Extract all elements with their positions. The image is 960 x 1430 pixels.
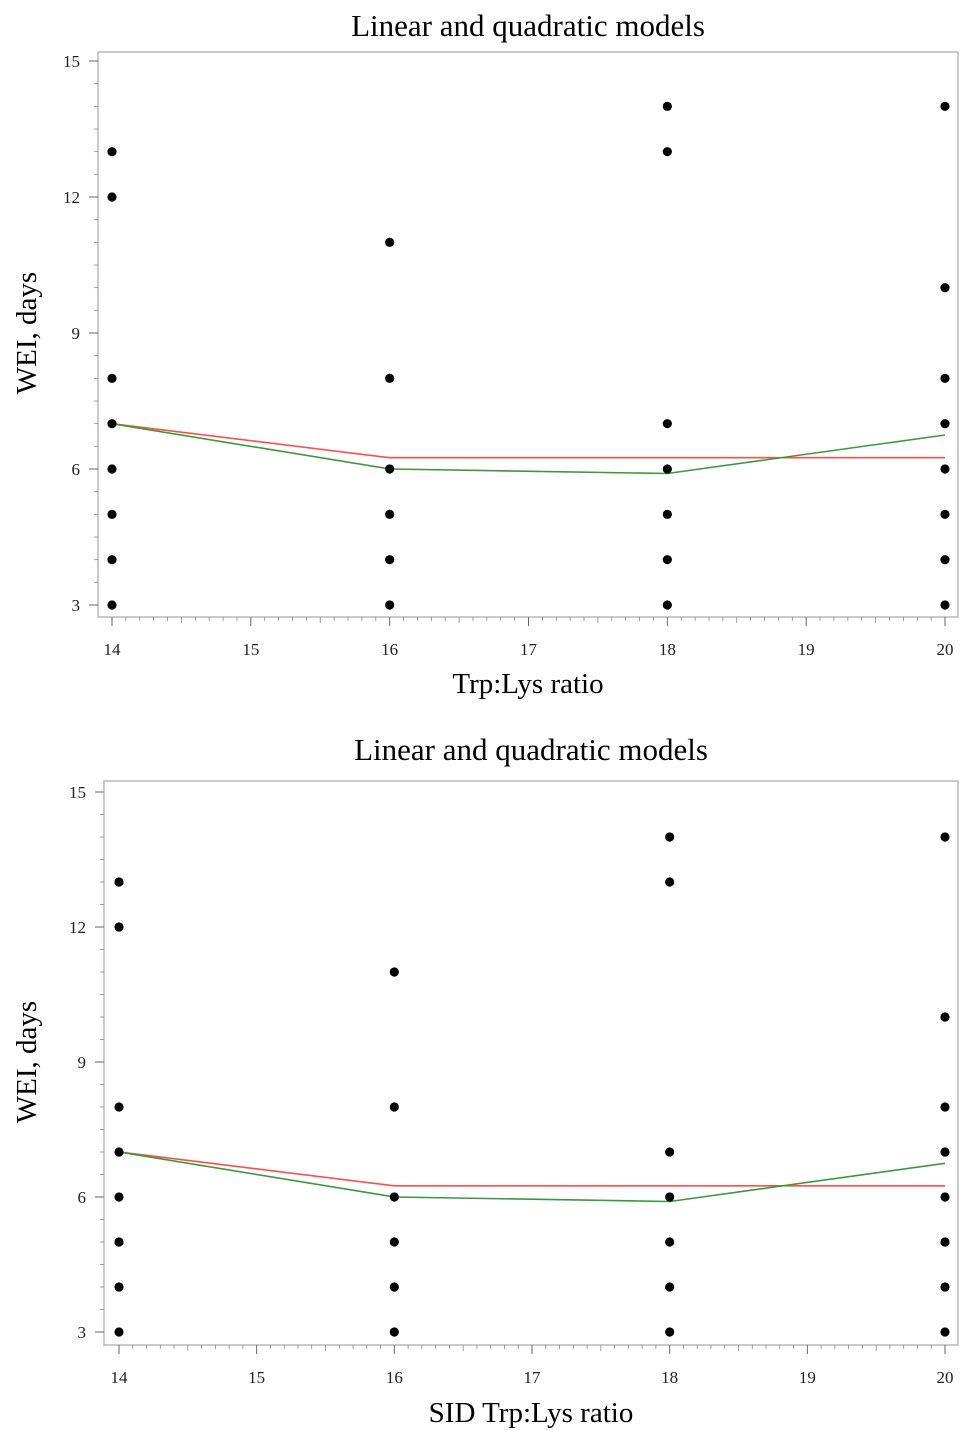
data-point [940, 1237, 950, 1247]
y-tick-label: 3 [72, 596, 81, 615]
data-point [114, 1282, 124, 1292]
data-point [114, 1192, 124, 1202]
y-tick-label: 15 [69, 783, 86, 802]
data-point [940, 1282, 950, 1292]
data-point [662, 419, 672, 429]
data-point [940, 1102, 950, 1112]
x-tick-label: 20 [937, 640, 954, 659]
data-point [389, 1102, 399, 1112]
chart-panel-top: Linear and quadratic models Trp:Lys rati… [11, 8, 959, 700]
quadratic-model-line [111, 422, 946, 475]
data-point [385, 373, 395, 383]
data-point [385, 237, 395, 247]
data-point [385, 555, 395, 565]
x-tick-label: 17 [524, 1368, 542, 1387]
data-point [114, 1237, 124, 1247]
x-tick-label: 19 [798, 640, 815, 659]
data-point [940, 1012, 950, 1022]
x-tick-label: 14 [104, 640, 122, 659]
data-point [389, 1282, 399, 1292]
data-point [940, 555, 950, 565]
y-tick-label: 3 [78, 1323, 87, 1342]
data-point [665, 1192, 675, 1202]
data-point [114, 1102, 124, 1112]
data-point [940, 101, 950, 111]
data-point [114, 1327, 124, 1337]
data-point [107, 464, 117, 474]
y-tick-label: 12 [69, 918, 86, 937]
data-point [665, 1147, 675, 1157]
data-point [940, 1327, 950, 1337]
x-tick-label: 16 [386, 1368, 403, 1387]
data-point [107, 192, 117, 202]
x-tick-label: 18 [661, 1368, 678, 1387]
y-axis-label: WEI, days [11, 1001, 43, 1123]
data-point [665, 1327, 675, 1337]
x-tick-label: 17 [520, 640, 538, 659]
x-tick-label: 14 [111, 1368, 129, 1387]
data-point [940, 1147, 950, 1157]
data-point [940, 1192, 950, 1202]
data-point [665, 832, 675, 842]
data-point [940, 600, 950, 610]
data-point [662, 464, 672, 474]
data-point [662, 147, 672, 157]
plot-frame [97, 51, 959, 618]
y-tick-label: 15 [63, 52, 80, 71]
chart-panel-bottom: Linear and quadratic models SID Trp:Lys … [11, 732, 959, 1429]
y-tick-label: 9 [78, 1053, 87, 1072]
data-point [940, 373, 950, 383]
x-tick-label: 18 [659, 640, 676, 659]
data-point [940, 832, 950, 842]
data-point [389, 967, 399, 977]
chart-title: Linear and quadratic models [351, 8, 705, 43]
linear-model-line [118, 1151, 945, 1187]
linear-model-line [111, 422, 945, 459]
data-point [385, 509, 395, 519]
data-point [107, 373, 117, 383]
data-point [940, 464, 950, 474]
y-tick-label: 6 [78, 1188, 87, 1207]
data-point [940, 419, 950, 429]
y-tick-label: 9 [72, 324, 81, 343]
data-point [662, 101, 672, 111]
data-point [114, 922, 124, 932]
data-point [662, 509, 672, 519]
chart-title: Linear and quadratic models [354, 732, 708, 767]
x-axis-label: SID Trp:Lys ratio [429, 1397, 634, 1429]
x-tick-label: 15 [242, 640, 259, 659]
plot-frame [103, 780, 959, 1346]
data-point [662, 600, 672, 610]
y-tick-label: 6 [72, 460, 81, 479]
data-point [107, 600, 117, 610]
x-tick-label: 20 [937, 1368, 954, 1387]
x-tick-label: 15 [248, 1368, 265, 1387]
data-point [107, 419, 117, 429]
x-tick-label: 19 [799, 1368, 816, 1387]
quadratic-model-line [118, 1151, 946, 1203]
data-point [385, 464, 395, 474]
x-axis-label: Trp:Lys ratio [452, 668, 603, 700]
data-point [389, 1192, 399, 1202]
data-point [389, 1237, 399, 1247]
data-point [662, 555, 672, 565]
data-point [114, 877, 124, 887]
data-point [107, 147, 117, 157]
data-point [665, 1237, 675, 1247]
data-point [940, 509, 950, 519]
data-point [389, 1327, 399, 1337]
x-tick-label: 16 [381, 640, 398, 659]
data-point [114, 1147, 124, 1157]
data-point [665, 877, 675, 887]
y-tick-label: 12 [63, 188, 80, 207]
data-point [665, 1282, 675, 1292]
data-point [940, 283, 950, 293]
data-point [385, 600, 395, 610]
y-axis-label: WEI, days [11, 272, 43, 394]
data-point [107, 555, 117, 565]
data-point [107, 509, 117, 519]
